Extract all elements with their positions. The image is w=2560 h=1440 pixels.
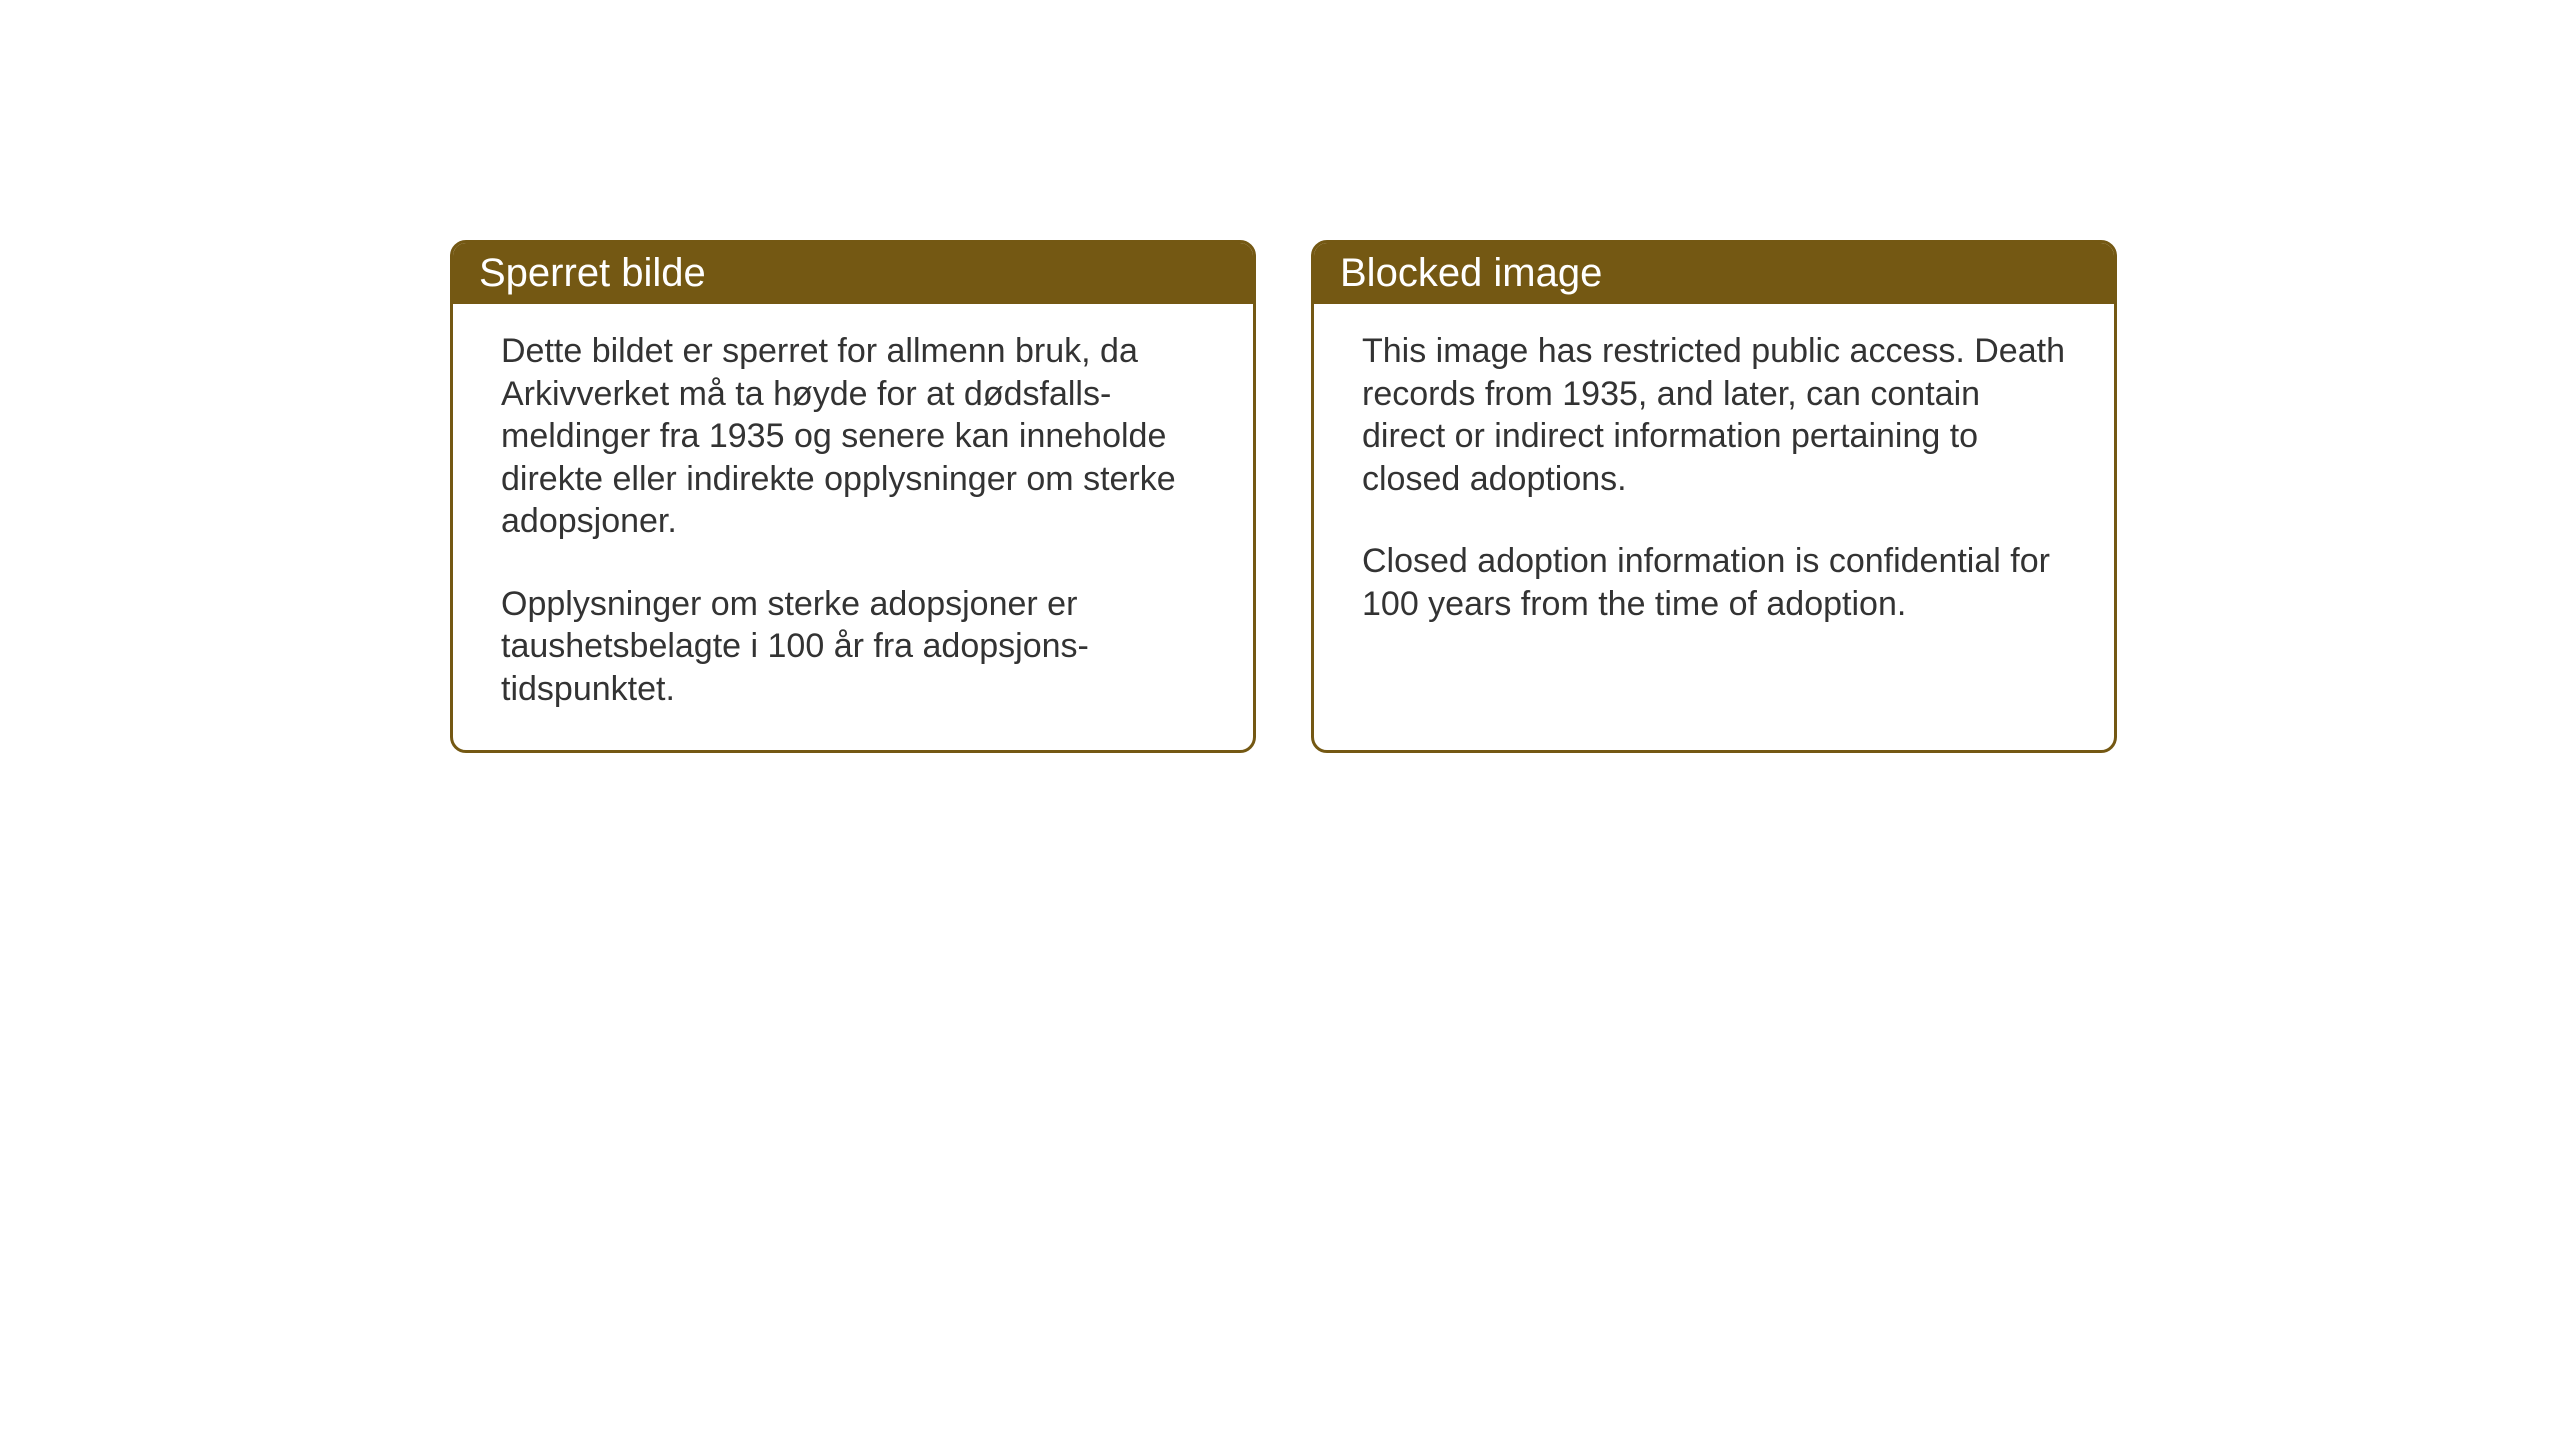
info-boxes-container: Sperret bilde Dette bildet er sperret fo… [0,0,2560,753]
english-paragraph-2: Closed adoption information is confident… [1362,540,2066,625]
info-box-body-english: This image has restricted public access.… [1314,304,2114,665]
info-box-body-norwegian: Dette bildet er sperret for allmenn bruk… [453,304,1253,750]
norwegian-paragraph-2: Opplysninger om sterke adopsjoner er tau… [501,583,1205,711]
info-box-norwegian: Sperret bilde Dette bildet er sperret fo… [450,240,1256,753]
english-paragraph-1: This image has restricted public access.… [1362,330,2066,500]
info-box-header-english: Blocked image [1314,243,2114,304]
info-box-english: Blocked image This image has restricted … [1311,240,2117,753]
info-box-header-norwegian: Sperret bilde [453,243,1253,304]
norwegian-paragraph-1: Dette bildet er sperret for allmenn bruk… [501,330,1205,543]
